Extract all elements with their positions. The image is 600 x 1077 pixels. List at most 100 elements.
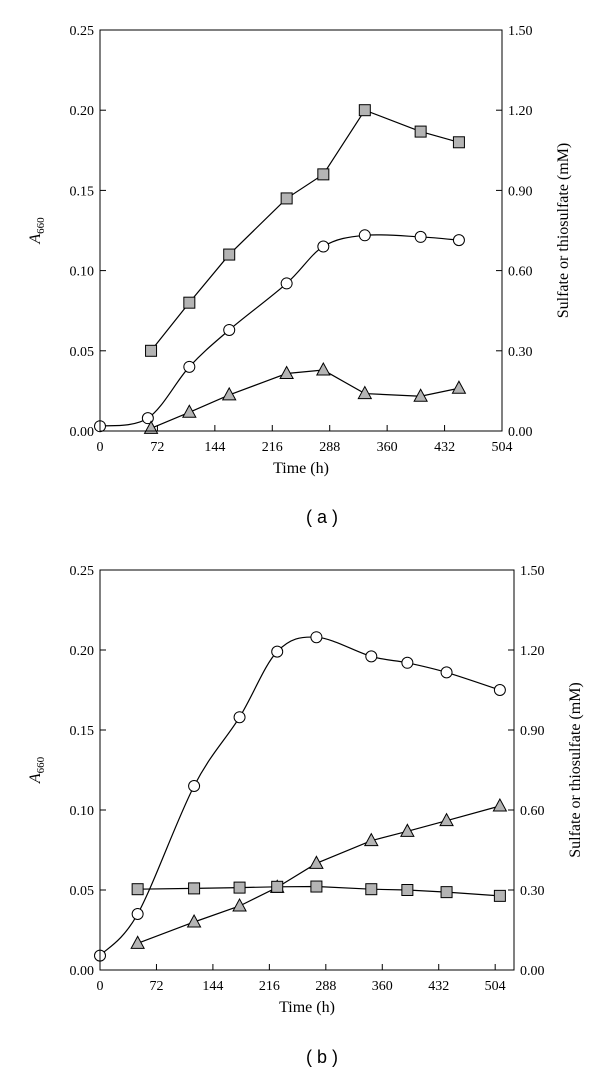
y-tick-label: 0.25 [70,564,95,579]
data-point-square [280,192,293,205]
data-point-triangle [221,386,237,401]
panel-b-marks: 0 72 144 216 288 360 432 504 0.00 0.05 0.10 0.15 0.2… [70,564,545,994]
x-tick-label: 0 [97,440,104,455]
panel-b-x-axis-label: Time (h) [279,999,335,1016]
chart-panel-a: 0 72 144 216 288 360 432 5040.000.050.100.150.2… [27,24,572,527]
data-point-circle [131,908,144,920]
data-point-circle [440,666,453,679]
data-point-square [317,168,330,181]
x-tick-label: 144 [204,440,225,455]
y2-tick-label: 0.30 [520,884,545,899]
panel-a-marks: 0 72 144 216 288 360 432 5040.000.050.100.150.2… [70,24,533,455]
panel-a-plot-frame [99,29,503,432]
data-point-square [493,889,506,902]
panel-b-y-axis-label: A660 [27,756,47,784]
series-line-square [150,109,460,352]
data-point-circle [188,780,201,792]
data-point-circle [414,230,427,243]
x-tick-label: 360 [372,979,393,994]
y2-tick-label: 0.30 [508,345,533,360]
data-point-square [358,104,371,117]
y-tick-label: 0.00 [70,425,95,440]
y-tick-label: 0.05 [70,884,95,899]
data-point-square [271,880,284,893]
panel-b-y-axis-label-main: A [27,773,44,784]
data-point-triangle [279,365,294,380]
data-point-square [131,883,144,896]
data-point-circle [223,323,236,336]
y2-tick-label: 0.60 [520,804,545,819]
data-point-triangle [232,897,247,912]
data-point-circle [310,631,323,644]
y2-tick-label: 0.60 [508,265,533,280]
data-point-circle [183,360,196,373]
y2-tick-label: 0.00 [520,964,545,979]
panel-a-y-axis-label: A660 [27,217,47,245]
x-tick-label: 72 [150,440,164,455]
panel-a-right-axis-label: Sulfate or thiosulfate (mM) [555,143,572,319]
data-point-triangle [451,380,467,394]
x-tick-label: 144 [202,979,223,994]
data-point-triangle [439,812,454,827]
y2-tick-label: 1.50 [520,564,545,579]
y-tick-label: 0.15 [70,724,95,739]
y2-tick-label: 0.00 [508,425,533,440]
x-tick-label: 0 [97,979,104,994]
data-point-circle [141,412,154,425]
data-point-square [440,886,453,899]
data-point-circle [233,711,246,724]
y-tick-label: 0.20 [70,644,95,659]
data-point-triangle [492,797,508,812]
data-point-circle [493,684,506,696]
series-line-triangle [150,369,460,429]
data-point-circle [358,229,371,242]
panel-b-plot-frame [99,569,515,971]
data-point-triangle [186,913,202,928]
series-line-circle [99,636,501,957]
data-point-circle [280,277,293,290]
y-tick-label: 0.20 [70,104,95,119]
data-point-square [401,884,414,896]
y-tick-label: 0.00 [70,964,95,979]
data-point-square [188,882,201,895]
data-point-square [365,883,378,896]
x-tick-label: 360 [377,440,398,455]
y-tick-label: 0.05 [70,345,95,360]
data-point-triangle [143,420,159,434]
data-point-triangle [357,385,373,400]
chart-panel-b: 0 72 144 216 288 360 432 504 0.00 0.05 0.10 0.15 0.2… [27,564,584,1067]
data-point-circle [401,656,414,669]
x-tick-label: 288 [315,979,336,994]
data-point-circle [317,240,330,253]
data-point-triangle [400,823,415,837]
y-tick-label: 0.10 [70,804,95,819]
y2-tick-label: 0.90 [508,184,533,199]
data-point-square [452,136,465,149]
x-tick-label: 432 [428,979,449,994]
data-point-circle [452,234,465,247]
panel-b-right-axis-label: Sulfate or thiosulfate (mM) [567,682,584,858]
x-tick-label: 72 [149,979,163,994]
x-tick-label: 432 [434,440,455,455]
y-tick-label: 0.10 [70,265,95,280]
panel-a-x-axis-label: Time (h) [273,460,329,477]
data-point-triangle [309,855,324,869]
panel-a-y-axis-label-sub: 660 [35,217,47,234]
panel-a-label: ( a ) [306,507,338,527]
data-point-square [310,880,323,893]
data-point-square [414,125,427,138]
panel-b-label: ( b ) [306,1047,338,1067]
x-tick-label: 216 [262,440,283,455]
panel-b-y-axis-label-sub: 660 [35,756,47,773]
x-tick-label: 288 [319,440,340,455]
y-tick-label: 0.25 [70,24,95,39]
y2-tick-label: 1.50 [508,24,533,39]
x-tick-label: 504 [492,440,513,455]
panel-a-y-axis-label-main: A [27,234,44,245]
y2-tick-label: 1.20 [520,644,545,659]
y-tick-label: 0.15 [70,184,95,199]
data-point-square [145,344,158,357]
data-point-circle [365,650,378,663]
series-line-circle [99,234,459,427]
